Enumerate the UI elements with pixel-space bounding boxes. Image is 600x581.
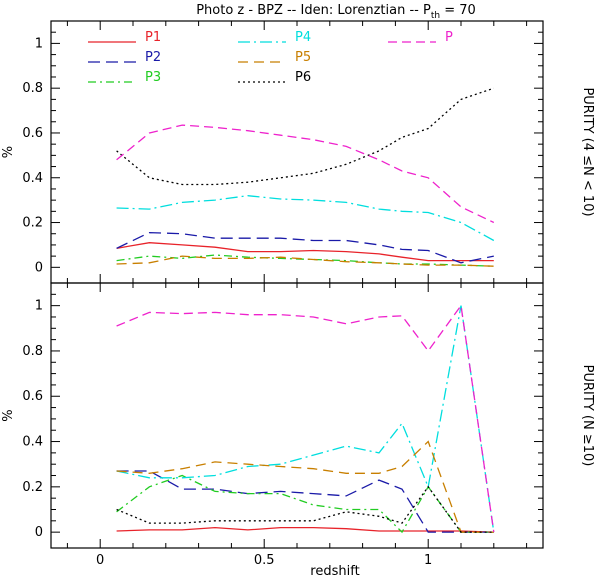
legend-label-p1: P1 xyxy=(145,30,161,45)
y-tick-label: 0.8 xyxy=(22,81,43,96)
figure-title: Photo z - BPZ -- Iden: Lorenztian -- Pth… xyxy=(196,3,476,21)
purity-label: PURITY (N ≥10) xyxy=(580,365,595,467)
y-tick-label: 0.4 xyxy=(22,171,43,186)
y-tick-label: 0 xyxy=(35,525,43,540)
purity-label: PURITY (4 ≤N < 10) xyxy=(580,87,595,216)
y-tick-label: 0.6 xyxy=(22,389,43,404)
series-line-p2 xyxy=(116,231,494,264)
series-line-p3 xyxy=(116,254,494,267)
y-tick-label: 0.2 xyxy=(22,480,43,495)
series-line-p xyxy=(116,303,495,533)
y-tick-label: 0.8 xyxy=(22,344,43,359)
series-line-p6 xyxy=(116,87,495,186)
x-tick-label: 0.5 xyxy=(254,553,275,568)
series-line-p4 xyxy=(116,195,495,242)
legend-label-p3: P3 xyxy=(145,70,161,85)
series-line-p5 xyxy=(116,255,494,267)
y-axis-title: % xyxy=(1,146,16,158)
legend-label-p2: P2 xyxy=(145,50,161,65)
figure-title-main: Photo z - BPZ -- Iden: Lorenztian -- P xyxy=(196,3,431,18)
series-line-p1 xyxy=(116,526,494,533)
y-tick-label: 0.6 xyxy=(22,126,43,141)
series-line-p6 xyxy=(116,485,494,533)
x-axis-title: redshift xyxy=(310,564,359,579)
series-line-p2 xyxy=(116,470,494,533)
figure-title-tail: = 70 xyxy=(440,3,476,18)
x-tick-label: 1 xyxy=(424,553,432,568)
x-tick-label: 0 xyxy=(96,553,104,568)
y-tick-label: 0.2 xyxy=(22,216,43,231)
series-line-p4 xyxy=(116,305,495,533)
legend-label-p4: P4 xyxy=(295,30,311,45)
legend-label-p6: P6 xyxy=(295,70,311,85)
top-panel: 0 0.2 0.4 0.6 0.8 1% PURITY (4 ≤N < 10) xyxy=(1,20,595,284)
legend-label-p5: P5 xyxy=(295,50,311,65)
legend: P1 P2 P3 P4 P5 P6 P xyxy=(88,30,453,85)
series-line-p xyxy=(116,124,495,224)
figure-title-subscript: th xyxy=(431,11,440,21)
series-line-p1 xyxy=(116,242,494,262)
y-axis-title: % xyxy=(1,409,16,421)
y-tick-label: 1 xyxy=(35,36,43,51)
bottom-panel: 0 0.2 0.4 0.6 0.8 1 0 0.5 1% PURITY (N ≥10) xyxy=(1,282,595,568)
y-tick-label: 0.4 xyxy=(22,435,43,450)
y-tick-label: 1 xyxy=(35,299,43,314)
legend-label-p: P xyxy=(445,30,453,45)
y-tick-label: 0 xyxy=(35,260,43,275)
series-line-p5 xyxy=(116,440,494,533)
